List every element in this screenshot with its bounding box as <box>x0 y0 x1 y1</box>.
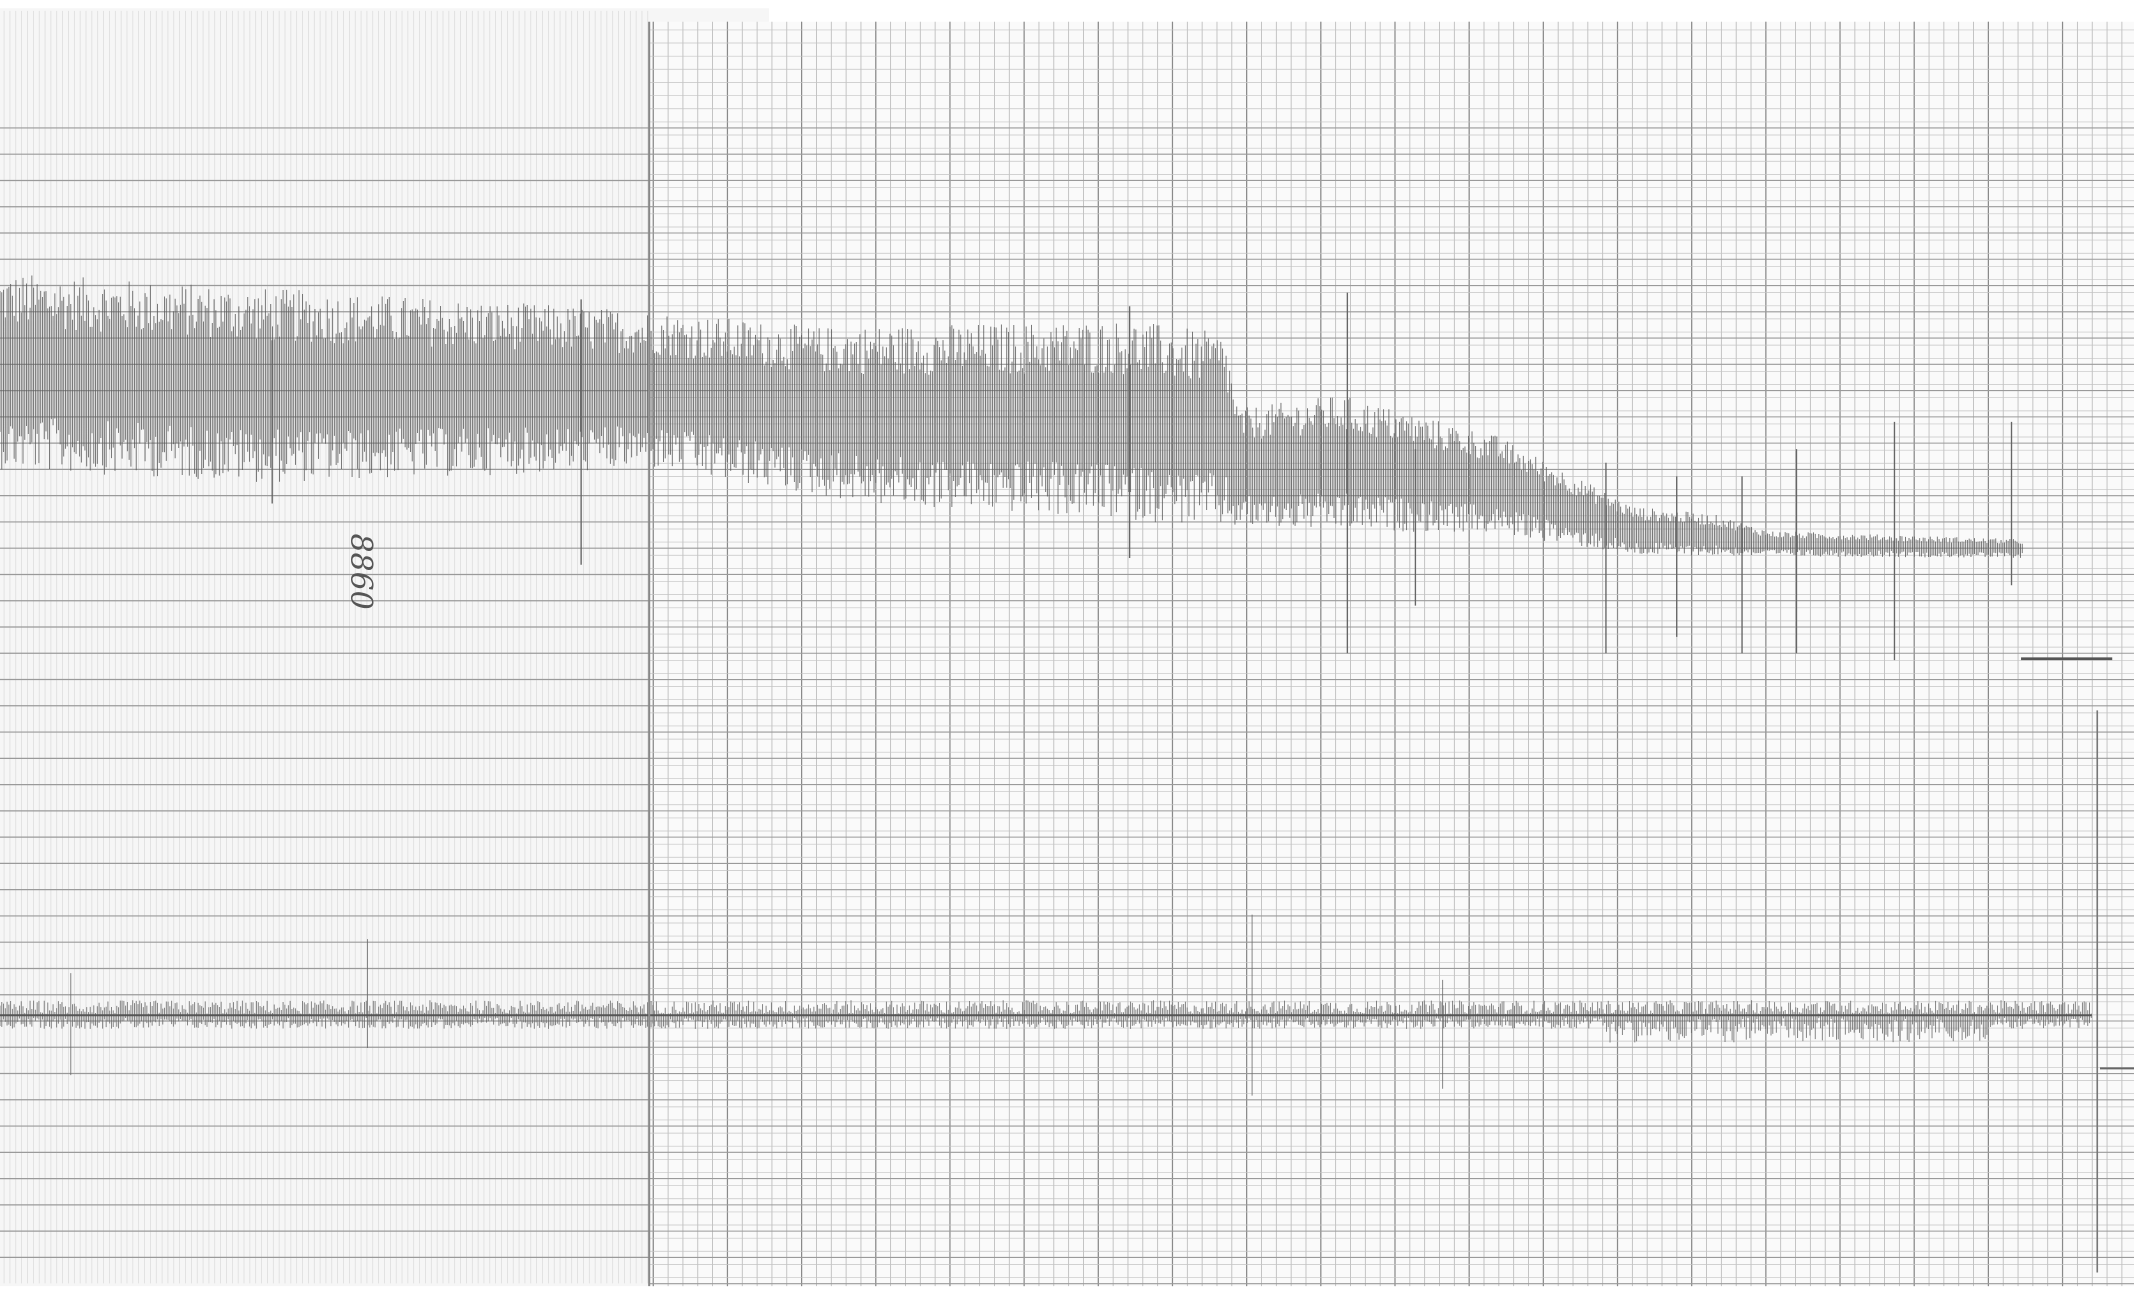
grid-line <box>649 29 2134 1278</box>
fine-grid <box>3 10 649 1284</box>
handwritten-annotation: 8860 <box>343 533 378 609</box>
spikes <box>271 292 2013 661</box>
right-paper <box>649 21 2134 1287</box>
grid <box>0 10 2134 1287</box>
major-grid-line <box>649 127 2134 1285</box>
major-grid-line <box>652 21 2064 1287</box>
traces <box>0 275 2092 1096</box>
upper-trace <box>0 275 2023 558</box>
grid-line <box>0 127 650 1259</box>
